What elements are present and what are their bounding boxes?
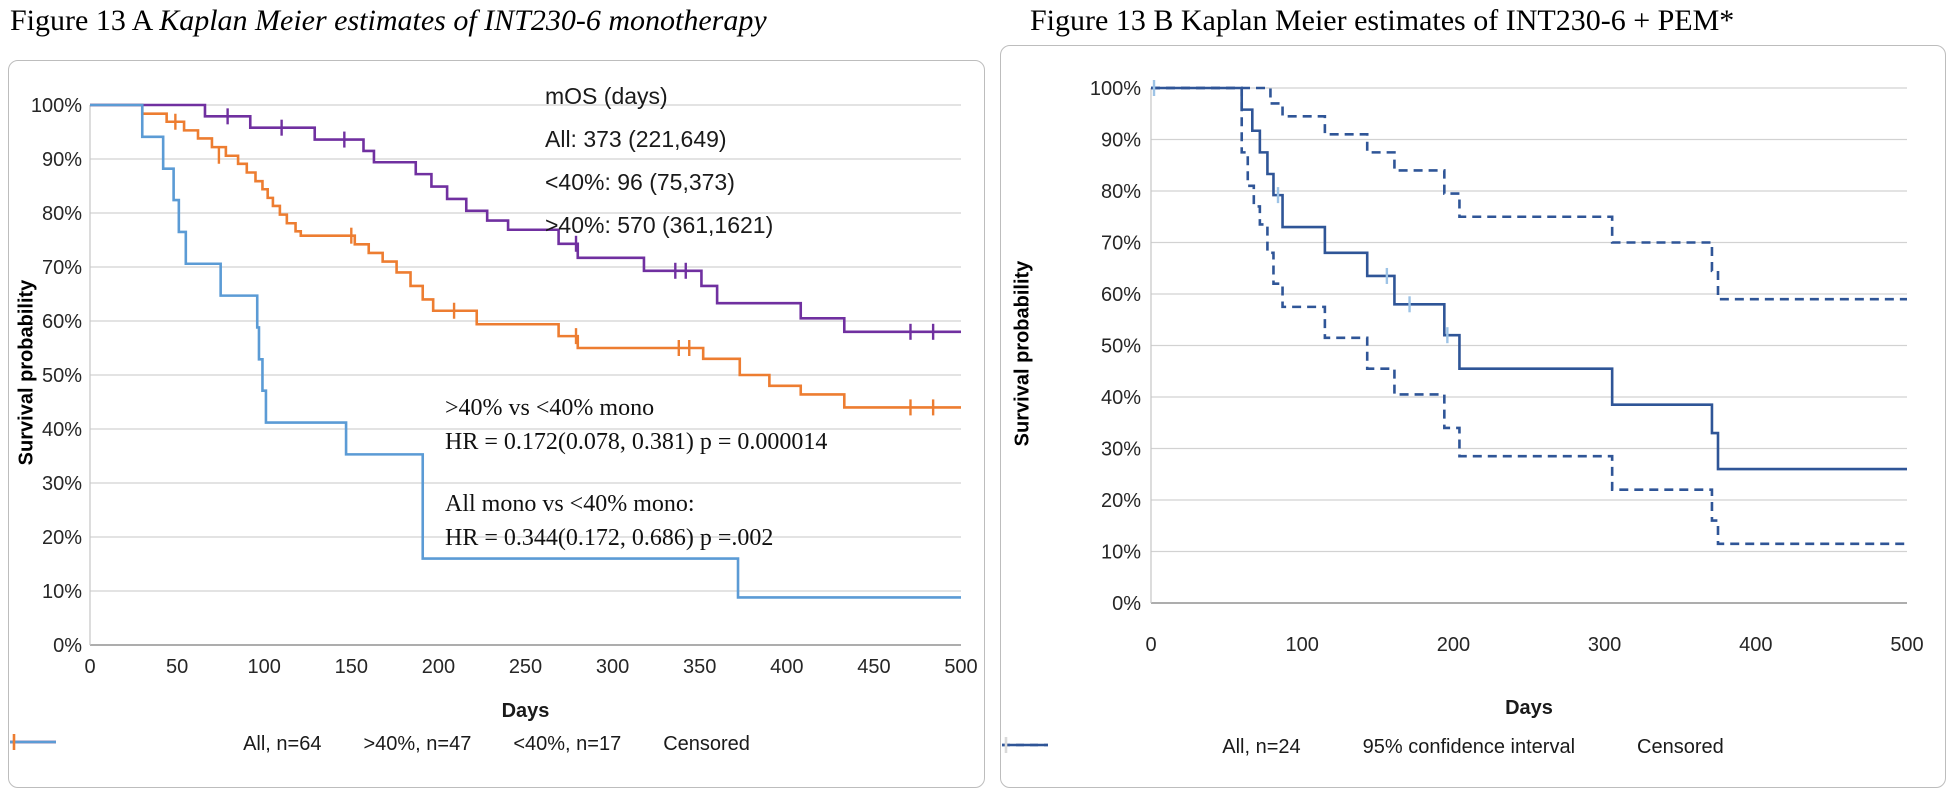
y-tick-label: 20% [1101,490,1141,512]
y-tick-label: 100% [31,95,82,117]
y-tick-label: 80% [1101,181,1141,203]
legend-item--40-n-47: >40%, n=47 [10,733,472,756]
km-chart-panel-b: 100% 90% 80% 70% 60% 50% 40% 30% 20% 10% 0% 0 100 200… [1000,45,1946,788]
x-tick-label: 200 [1437,634,1470,656]
x-tick-label: 500 [944,656,977,678]
y-tick-label: 70% [1101,233,1141,255]
y-tick-label: 50% [42,365,82,387]
figure-b-title: Figure 13 B Kaplan Meier estimates of IN… [1030,4,1735,37]
mos-line-2: All: 373 (221,649) [545,126,727,152]
y-tick-label: 30% [42,473,82,495]
y-tick-label: 40% [42,419,82,441]
km-curve-all-n-64 [90,103,961,409]
x-tick-label: 500 [1890,634,1923,656]
y-tick-label: 40% [1101,387,1141,409]
x-tick-label: 300 [596,656,629,678]
y-tick-label: 60% [1101,284,1141,306]
legend-label: All, n=64 [243,733,322,755]
legend-item-95-confidence-interval: 95% confidence interval [1002,736,1576,759]
y-tick-label: 60% [42,311,82,333]
y-axis-label-b: Survival probability [1011,260,1034,447]
x-tick-label: 0 [1145,634,1156,656]
x-tick-label: 350 [683,656,716,678]
x-axis-label: Days [1505,697,1553,719]
line-swatch-icon [1002,743,1048,747]
legend-item-all-n-64: All, n=64 [10,733,322,756]
km-chart-panel-a: 100% 90% 80% 70% 60% 50% 40% 30% 20% 10% 0% 0 50 100 1… [8,60,985,788]
legend-a: All, n=64 >40%, n=47 <40%, n=17 Censored [9,733,984,756]
x-tick-label: 400 [1739,634,1772,656]
mos-line-3: <40%: 96 (75,373) [545,169,735,195]
legend-item--40-n-17: <40%, n=17 [10,733,622,756]
y-tick-label: 30% [1101,439,1141,461]
km-curve-all-n-24 [1151,86,1907,471]
y-tick-label: 90% [1101,130,1141,152]
legend-item-censored: Censored [1004,736,1724,759]
hr2-line-1: All mono vs <40% mono: [445,491,695,517]
x-tick-label: 250 [509,656,542,678]
y-tick-label: 0% [1112,593,1141,615]
legend-label: Censored [1637,736,1724,758]
hr1-line-1: >40% vs <40% mono [445,395,655,421]
legend-label: 95% confidence interval [1362,736,1576,758]
hr2-line-2: HR = 0.344(0.172, 0.686) p =.002 [445,525,774,551]
x-tick-label: 0 [84,656,95,678]
x-axis-label: Days [502,700,550,722]
km-curve-95-ci-upper [1151,86,1907,301]
figure-a-title: Figure 13 A Kaplan Meier estimates of IN… [10,4,767,38]
km-curve-95-ci-lower [1151,86,1907,546]
figure-a-title-italic: Kaplan Meier estimates of INT230-6 monot… [159,4,767,37]
legend-label: Censored [663,733,750,755]
mos-line-4: >40%: 570 (361,1621) [545,212,774,238]
legend-item-all-n-24: All, n=24 [1002,736,1301,759]
x-tick-label: 200 [422,656,455,678]
x-tick-label: 100 [248,656,281,678]
y-tick-label: 90% [42,149,82,171]
hr-annotation-2: All mono vs <40% mono: HR = 0.344(0.172,… [445,487,773,555]
hr1-line-2: HR = 0.172(0.078, 0.381) p = 0.000014 [445,429,828,455]
y-tick-label: 10% [1101,542,1141,564]
censored-tick-icon [12,734,16,750]
km-plot-b: 100% 90% 80% 70% 60% 50% 40% 30% 20% 10% 0%0 100 200… [1090,78,1924,719]
y-tick-label: 80% [42,203,82,225]
hr-annotation-1: >40% vs <40% mono HR = 0.172(0.078, 0.38… [445,391,827,459]
legend-label: All, n=24 [1222,736,1301,758]
legend-item-censored: Censored [12,733,750,756]
censored-tick-icon [1004,737,1008,753]
km-curve--40-n-47 [90,103,961,334]
x-tick-label: 150 [335,656,368,678]
x-tick-label: 50 [166,656,188,678]
y-tick-label: 100% [1090,78,1141,100]
legend-label: <40%, n=17 [513,733,622,755]
legend-label: >40%, n=47 [363,733,472,755]
x-tick-label: 400 [770,656,803,678]
x-tick-label: 100 [1286,634,1319,656]
km-curve--40-n-17 [90,103,961,599]
y-tick-label: 70% [42,257,82,279]
mos-annotation: mOS (days) All: 373 (221,649) <40%: 96 (… [545,75,773,247]
mos-line-1: mOS (days) [545,83,668,109]
line-swatch-icon [10,740,56,744]
y-tick-label: 20% [42,527,82,549]
y-axis-label-a: Survival probability [15,279,38,466]
y-tick-label: 10% [42,581,82,603]
y-tick-label: 50% [1101,336,1141,358]
x-tick-label: 300 [1588,634,1621,656]
y-tick-label: 0% [53,635,82,657]
x-tick-label: 450 [857,656,890,678]
km-plot-a: 100% 90% 80% 70% 60% 50% 40% 30% 20% 10% 0%0 50 100 1… [31,95,978,722]
figure-a-title-prefix: Figure 13 A [10,4,160,37]
legend-b: All, n=24 95% confidence interval Censored [1001,736,1945,759]
